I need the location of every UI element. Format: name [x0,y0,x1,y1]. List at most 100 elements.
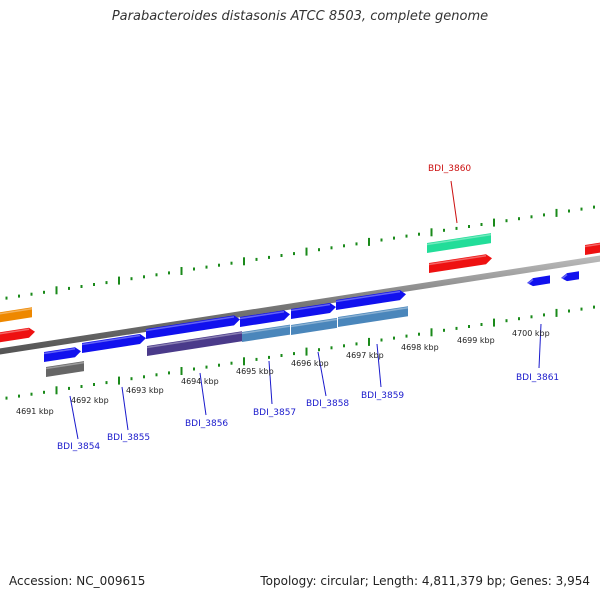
lower-tick-mark [43,390,45,394]
gene-arrow [146,315,240,339]
kbp-label: 4696 kbp [291,359,329,368]
gene-arrow [82,334,146,353]
lower-tick-mark [230,361,233,365]
upper-tick-mark [230,261,233,265]
gene-label-bdi-3857: BDI_3857 [253,408,296,418]
lower-tick-mark [280,354,283,357]
upper-tick-mark [280,254,283,257]
gene-arrow-shine [241,325,291,335]
upper-tick-mark [80,285,83,288]
gene-label-bdi-3854: BDI_3854 [57,442,100,452]
lower-tick-mark [318,348,320,352]
gene-arrow [291,303,336,319]
lower-tick-mark [343,344,345,348]
upper-tick-mark [568,209,570,213]
upper-tick-mark [543,213,545,217]
lower-tick-mark [480,323,483,326]
lower-tick-mark [218,363,220,367]
gene-arrow [242,324,290,342]
lower-tick-mark [193,367,195,371]
lower-tick-track [5,305,595,400]
gene-arrow-shine [81,334,141,346]
upper-tick-mark [418,232,420,236]
upper-tick-mark [243,257,245,266]
upper-tick-mark [18,294,20,298]
gene-arrow [427,233,491,253]
kbp-label: 4697 kbp [346,351,384,360]
upper-tick-mark [43,290,45,294]
gene-arrow-shine [290,318,338,328]
kbp-label: 4693 kbp [126,386,164,395]
label-leader-line [317,351,327,397]
kbp-label: 4695 kbp [236,367,274,376]
lower-tick-mark [293,352,295,356]
genome-stats-text: Topology: circular; Length: 4,811,379 bp… [260,574,590,588]
gene-arrow [0,327,35,343]
gene-arrow [291,317,337,335]
label-leader-lines [69,180,542,440]
lower-tick-mark [455,326,458,330]
lower-tick-mark [18,394,20,398]
label-leader-line [450,180,458,224]
upper-tick-mark [255,257,258,261]
gene-arrow [44,347,81,362]
lower-tick-mark [130,377,133,381]
lower-tick-mark [205,365,208,369]
gene-arrow [527,275,550,287]
gene-arrow [46,361,84,377]
gene-label-bdi-3860: BDI_3860 [428,164,471,174]
kbp-label: 4691 kbp [16,407,54,416]
lower-tick-mark [405,334,408,338]
lower-tick-mark [393,336,395,340]
lower-tick-mark [593,305,595,309]
gene-arrow-shine [560,274,568,281]
gene-arrow-shine [45,361,85,370]
upper-tick-mark [330,246,333,250]
gene-arrow [338,306,408,327]
label-leader-line [121,386,129,431]
lower-tick-mark [80,385,83,388]
figure-title: Parabacteroides distasonis ATCC 8503, co… [111,9,489,24]
kbp-label: 4694 kbp [181,377,219,386]
upper-tick-mark [393,236,395,240]
gene-arrow-shine [337,306,409,320]
lower-tick-mark [368,337,370,346]
lower-tick-mark [430,328,433,337]
lower-tick-mark [380,338,383,342]
gene-arrow [585,242,600,255]
lower-tick-mark [68,386,70,390]
lower-tick-mark [555,308,558,317]
gene-arrow-shine [0,308,33,315]
upper-tick-mark [368,237,370,246]
gene-arrow-shine [335,290,401,303]
lower-tick-mark [143,375,145,379]
upper-tick-mark [468,225,470,228]
lower-tick-mark [305,347,308,356]
gene-arrow [561,271,579,282]
gene-arrow-shine [145,316,235,332]
upper-tick-mark [180,267,183,275]
gene-arrow-shine [584,243,600,248]
upper-tick-mark [293,252,295,256]
upper-tick-mark [518,217,520,221]
upper-tick-mark [193,267,195,271]
lower-tick-mark [330,346,333,350]
lower-tick-mark [418,332,420,336]
gene-arrow-shine [426,233,492,246]
upper-tick-mark [318,248,320,252]
kbp-label: 4699 kbp [457,336,495,345]
gene-arrow-shine [526,279,534,286]
genome-backbone [0,255,600,355]
upper-tick-mark [218,263,220,267]
upper-tick-mark [30,292,33,296]
upper-tick-mark [268,255,270,259]
upper-tick-mark [593,205,595,209]
gene-arrow-shine [239,310,285,320]
gene-arrow-shine [43,347,76,355]
upper-tick-mark [130,277,133,281]
lower-tick-mark [580,307,583,311]
upper-tick-mark [580,207,583,211]
upper-tick-mark [455,226,458,230]
upper-tick-mark [343,244,345,248]
